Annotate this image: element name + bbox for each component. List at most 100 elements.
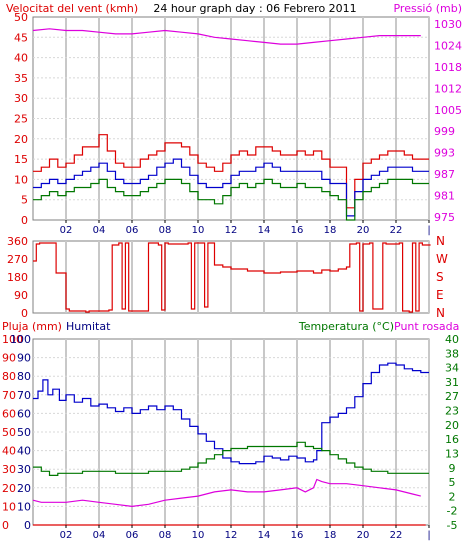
temperature-tick-label: 5	[449, 476, 456, 489]
temperature-tick-label: -5	[447, 519, 458, 532]
temperature-tick-label: -2	[447, 505, 458, 518]
direction-tick-label: 360	[7, 235, 28, 248]
x-tick-label: 20	[357, 225, 370, 236]
direction-tick-label: 180	[7, 271, 28, 284]
pressure-tick-label: 993	[434, 147, 455, 160]
rain-tick-label: 10	[2, 500, 16, 513]
pressure-title: Pressió (mb)	[393, 2, 462, 15]
humidity-tick-label: 80	[17, 370, 31, 383]
direction-degrees-axis: 0 90 180 270 360	[7, 235, 28, 320]
temperature-tick-label: 13	[445, 447, 459, 460]
series-minimum-line	[33, 178, 429, 221]
wind-pressure-x-axis: 02 04 06 08 10 12 14 16 18 20 22 |	[60, 220, 431, 236]
compass-tick-label: S	[436, 270, 444, 284]
series-punt-rosada-line	[32, 478, 421, 508]
humidity-tick-label: 60	[17, 407, 31, 420]
compass-tick-label: N	[436, 234, 445, 248]
compass-tick-label: W	[436, 252, 448, 266]
humidity-tick-label: 10	[17, 500, 31, 513]
temperature-tick-label: 27	[445, 390, 459, 403]
x-tick-label: 22	[390, 225, 403, 236]
x-tick-label: 14	[258, 530, 271, 541]
pressure-tick-label: 975	[434, 211, 455, 224]
series-pressure-line	[32, 28, 421, 45]
humidity-tick-label: 50	[17, 426, 31, 439]
temperature-tick-label: 16	[445, 433, 459, 446]
rain-label: Pluja (mm)	[2, 320, 62, 333]
rain-tick-label: 100	[2, 333, 23, 346]
wind-pressure-panel: 0 5 10 15 20 25 30 35 40 45 50 975 981 987 993 999 1005…	[14, 11, 462, 236]
x-tick-label: 06	[126, 530, 139, 541]
wind-speed-axis: 0 5 10 15 20 25 30 35 40 45 50	[14, 11, 28, 227]
x-tick-label: 16	[291, 225, 304, 236]
rain-tick-label: 70	[2, 389, 16, 402]
x-tick-label: 08	[159, 225, 172, 236]
series-gust-line	[33, 134, 429, 209]
rain-axis: 0 10 20 30 40 50 60 70 80 90 100	[2, 333, 23, 532]
x-tick-label: 04	[93, 225, 106, 236]
temperature-tick-label: 34	[445, 362, 459, 375]
x-tick-label: 20	[357, 530, 370, 541]
direction-tick-label: 270	[7, 253, 28, 266]
rain-humidity-lines	[32, 362, 429, 526]
pressure-axis: 975 981 987 993 999 1005 1012 1018 1024 1030	[434, 18, 462, 224]
x-tick-label: 12	[225, 530, 238, 541]
wind-speed-tick-label: 0	[21, 214, 28, 227]
x-tick-label: |	[427, 225, 430, 236]
humidity-tick-label: 70	[17, 389, 31, 402]
rain-humidity-x-axis: 02 04 06 08 10 12 14 16 18 20 22 |	[60, 525, 431, 541]
temperature-tick-label: 40	[445, 333, 459, 346]
pressure-tick-label: 1030	[434, 18, 462, 31]
series-direction-line	[33, 242, 431, 313]
x-tick-label: 02	[60, 225, 73, 236]
wind-speed-tick-label: 5	[21, 194, 28, 207]
rain-tick-label: 40	[2, 445, 16, 458]
humidity-tick-label: 20	[17, 482, 31, 495]
humidity-label: Humitat	[66, 320, 111, 333]
x-tick-label: |	[427, 530, 430, 541]
rain-tick-label: 90	[2, 352, 16, 365]
humidity-tick-label: 0	[24, 519, 31, 532]
humidity-tick-label: 30	[17, 463, 31, 476]
humidity-tick-label: 100	[10, 333, 31, 346]
pressure-tick-label: 999	[434, 125, 455, 138]
x-tick-label: 08	[159, 530, 172, 541]
pressure-tick-label: 1012	[434, 82, 462, 95]
pressure-tick-label: 1024	[434, 39, 462, 52]
temperature-tick-label: 9	[449, 462, 456, 475]
wind-speed-tick-label: 50	[14, 11, 28, 24]
humidity-tick-label: 40	[17, 445, 31, 458]
wind-speed-tick-label: 15	[14, 153, 28, 166]
series-temperatura-line	[33, 441, 429, 476]
rain-tick-label: 0	[2, 519, 9, 532]
humidity-axis: 0 10 20 30 40 50 60 70 80 90 100	[10, 333, 31, 532]
temperature-tick-label: 23	[445, 405, 459, 418]
pressure-tick-label: 1005	[434, 104, 462, 117]
x-tick-label: 22	[390, 530, 403, 541]
x-tick-label: 14	[258, 225, 271, 236]
temperature-tick-label: 38	[445, 347, 459, 360]
compass-tick-label: N	[436, 306, 445, 320]
pressure-tick-label: 987	[434, 168, 455, 181]
series-average-line	[33, 158, 429, 217]
wind-speed-tick-label: 30	[14, 92, 28, 105]
pressure-tick-label: 981	[434, 190, 455, 203]
direction-tick-label: 90	[14, 289, 28, 302]
wind-speed-tick-label: 20	[14, 133, 28, 146]
rain-tick-label: 50	[2, 426, 16, 439]
x-tick-label: 18	[324, 530, 337, 541]
rain-tick-label: 80	[2, 370, 16, 383]
dew-point-label: Punt rosada	[394, 320, 459, 333]
x-tick-label: 12	[225, 225, 238, 236]
date-title: 24 hour graph day : 06 Febrero 2011	[153, 2, 356, 15]
wind-pressure-lines	[32, 28, 429, 221]
series-humitat-line	[33, 362, 429, 465]
rain-tick-label: 30	[2, 463, 16, 476]
x-tick-label: 02	[60, 530, 73, 541]
x-tick-label: 04	[93, 530, 106, 541]
temperature-tick-label: 20	[445, 419, 459, 432]
wind-speed-tick-label: 45	[14, 31, 28, 44]
